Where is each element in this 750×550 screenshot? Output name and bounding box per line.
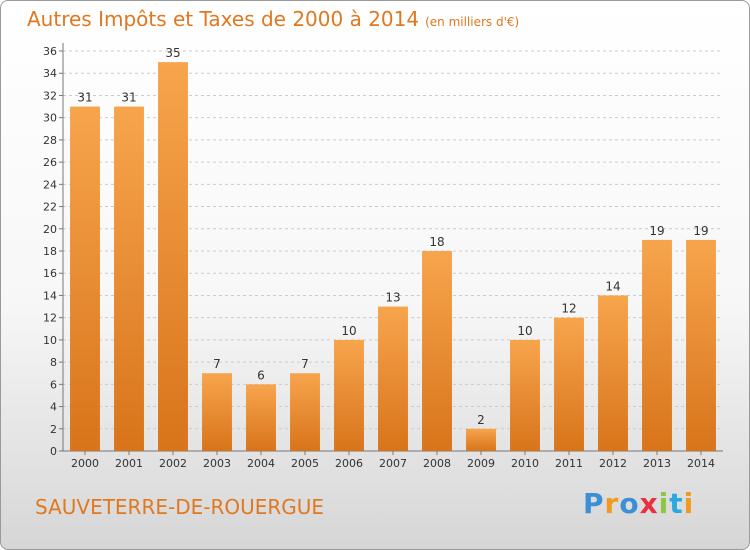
bar [422,251,452,451]
logo-letter: o [619,487,640,520]
x-tick-label: 2008 [423,457,451,470]
bar [466,428,496,451]
x-tick-label: 2009 [467,457,495,470]
title-unit: (en milliers d'€) [425,15,520,29]
bar [554,317,584,451]
bar-value-label: 6 [257,368,265,382]
y-tick-label: 14 [43,289,57,302]
x-tick-label: 2003 [203,457,231,470]
logo-letter: x [639,487,659,520]
chart-title: Autres Impôts et Taxes de 2000 à 2014 (en… [27,7,519,31]
logo-letter: P [583,487,605,520]
y-tick-label: 12 [43,312,57,325]
bar-value-label: 2 [477,413,485,427]
y-tick-label: 30 [43,112,57,125]
x-tick-label: 2006 [335,457,363,470]
y-tick-label: 36 [43,45,57,58]
bar-value-label: 10 [341,324,356,338]
x-tick-label: 2005 [291,457,319,470]
bar [202,373,232,451]
y-tick-label: 28 [43,134,57,147]
logo-letter: i [658,487,670,520]
bar-value-label: 10 [517,324,532,338]
bar-value-label: 18 [429,235,444,249]
bar-value-label: 19 [693,224,708,238]
bar-value-label: 12 [561,302,576,316]
bar-value-label: 31 [121,91,136,105]
y-tick-label: 16 [43,267,57,280]
x-tick-label: 2011 [555,457,583,470]
logo-letter: i [683,487,695,520]
x-tick-label: 2010 [511,457,539,470]
y-tick-label: 6 [50,378,57,391]
bar [378,306,408,451]
y-tick-label: 0 [50,445,57,458]
bar [290,373,320,451]
y-tick-label: 22 [43,201,57,214]
bar-value-label: 7 [213,357,221,371]
x-tick-label: 2004 [247,457,275,470]
x-tick-label: 2012 [599,457,627,470]
bar [510,339,540,451]
commune-name: SAUVETERRE-DE-ROUERGUE [35,495,325,519]
bar [686,239,716,451]
x-tick-label: 2002 [159,457,187,470]
bar-value-label: 13 [385,291,400,305]
x-tick-label: 2007 [379,457,407,470]
bar [114,106,144,452]
bar-value-label: 31 [77,91,92,105]
y-tick-label: 32 [43,89,57,102]
bar-value-label: 19 [649,224,664,238]
x-tick-label: 2001 [115,457,143,470]
y-tick-label: 2 [50,423,57,436]
y-tick-label: 4 [50,401,57,414]
logo-letter: r [604,487,620,520]
bar-value-label: 14 [605,279,620,293]
y-tick-label: 24 [43,178,57,191]
bar [598,295,628,451]
x-tick-label: 2014 [687,457,715,470]
x-tick-label: 2013 [643,457,671,470]
y-tick-label: 8 [50,356,57,369]
y-tick-label: 10 [43,334,57,347]
bar [642,239,672,451]
bar [334,339,364,451]
bar [158,62,188,451]
bar-value-label: 35 [165,46,180,60]
bar [70,106,100,452]
y-tick-label: 20 [43,223,57,236]
bar [246,384,276,451]
y-tick-label: 18 [43,245,57,258]
title-text: Autres Impôts et Taxes de 2000 à 2014 [27,7,420,31]
y-tick-label: 26 [43,156,57,169]
y-tick-label: 34 [43,67,57,80]
bar-value-label: 7 [301,357,309,371]
logo-letter: t [669,487,684,520]
proxiti-logo: Proxiti [583,487,694,520]
x-tick-label: 2000 [71,457,99,470]
